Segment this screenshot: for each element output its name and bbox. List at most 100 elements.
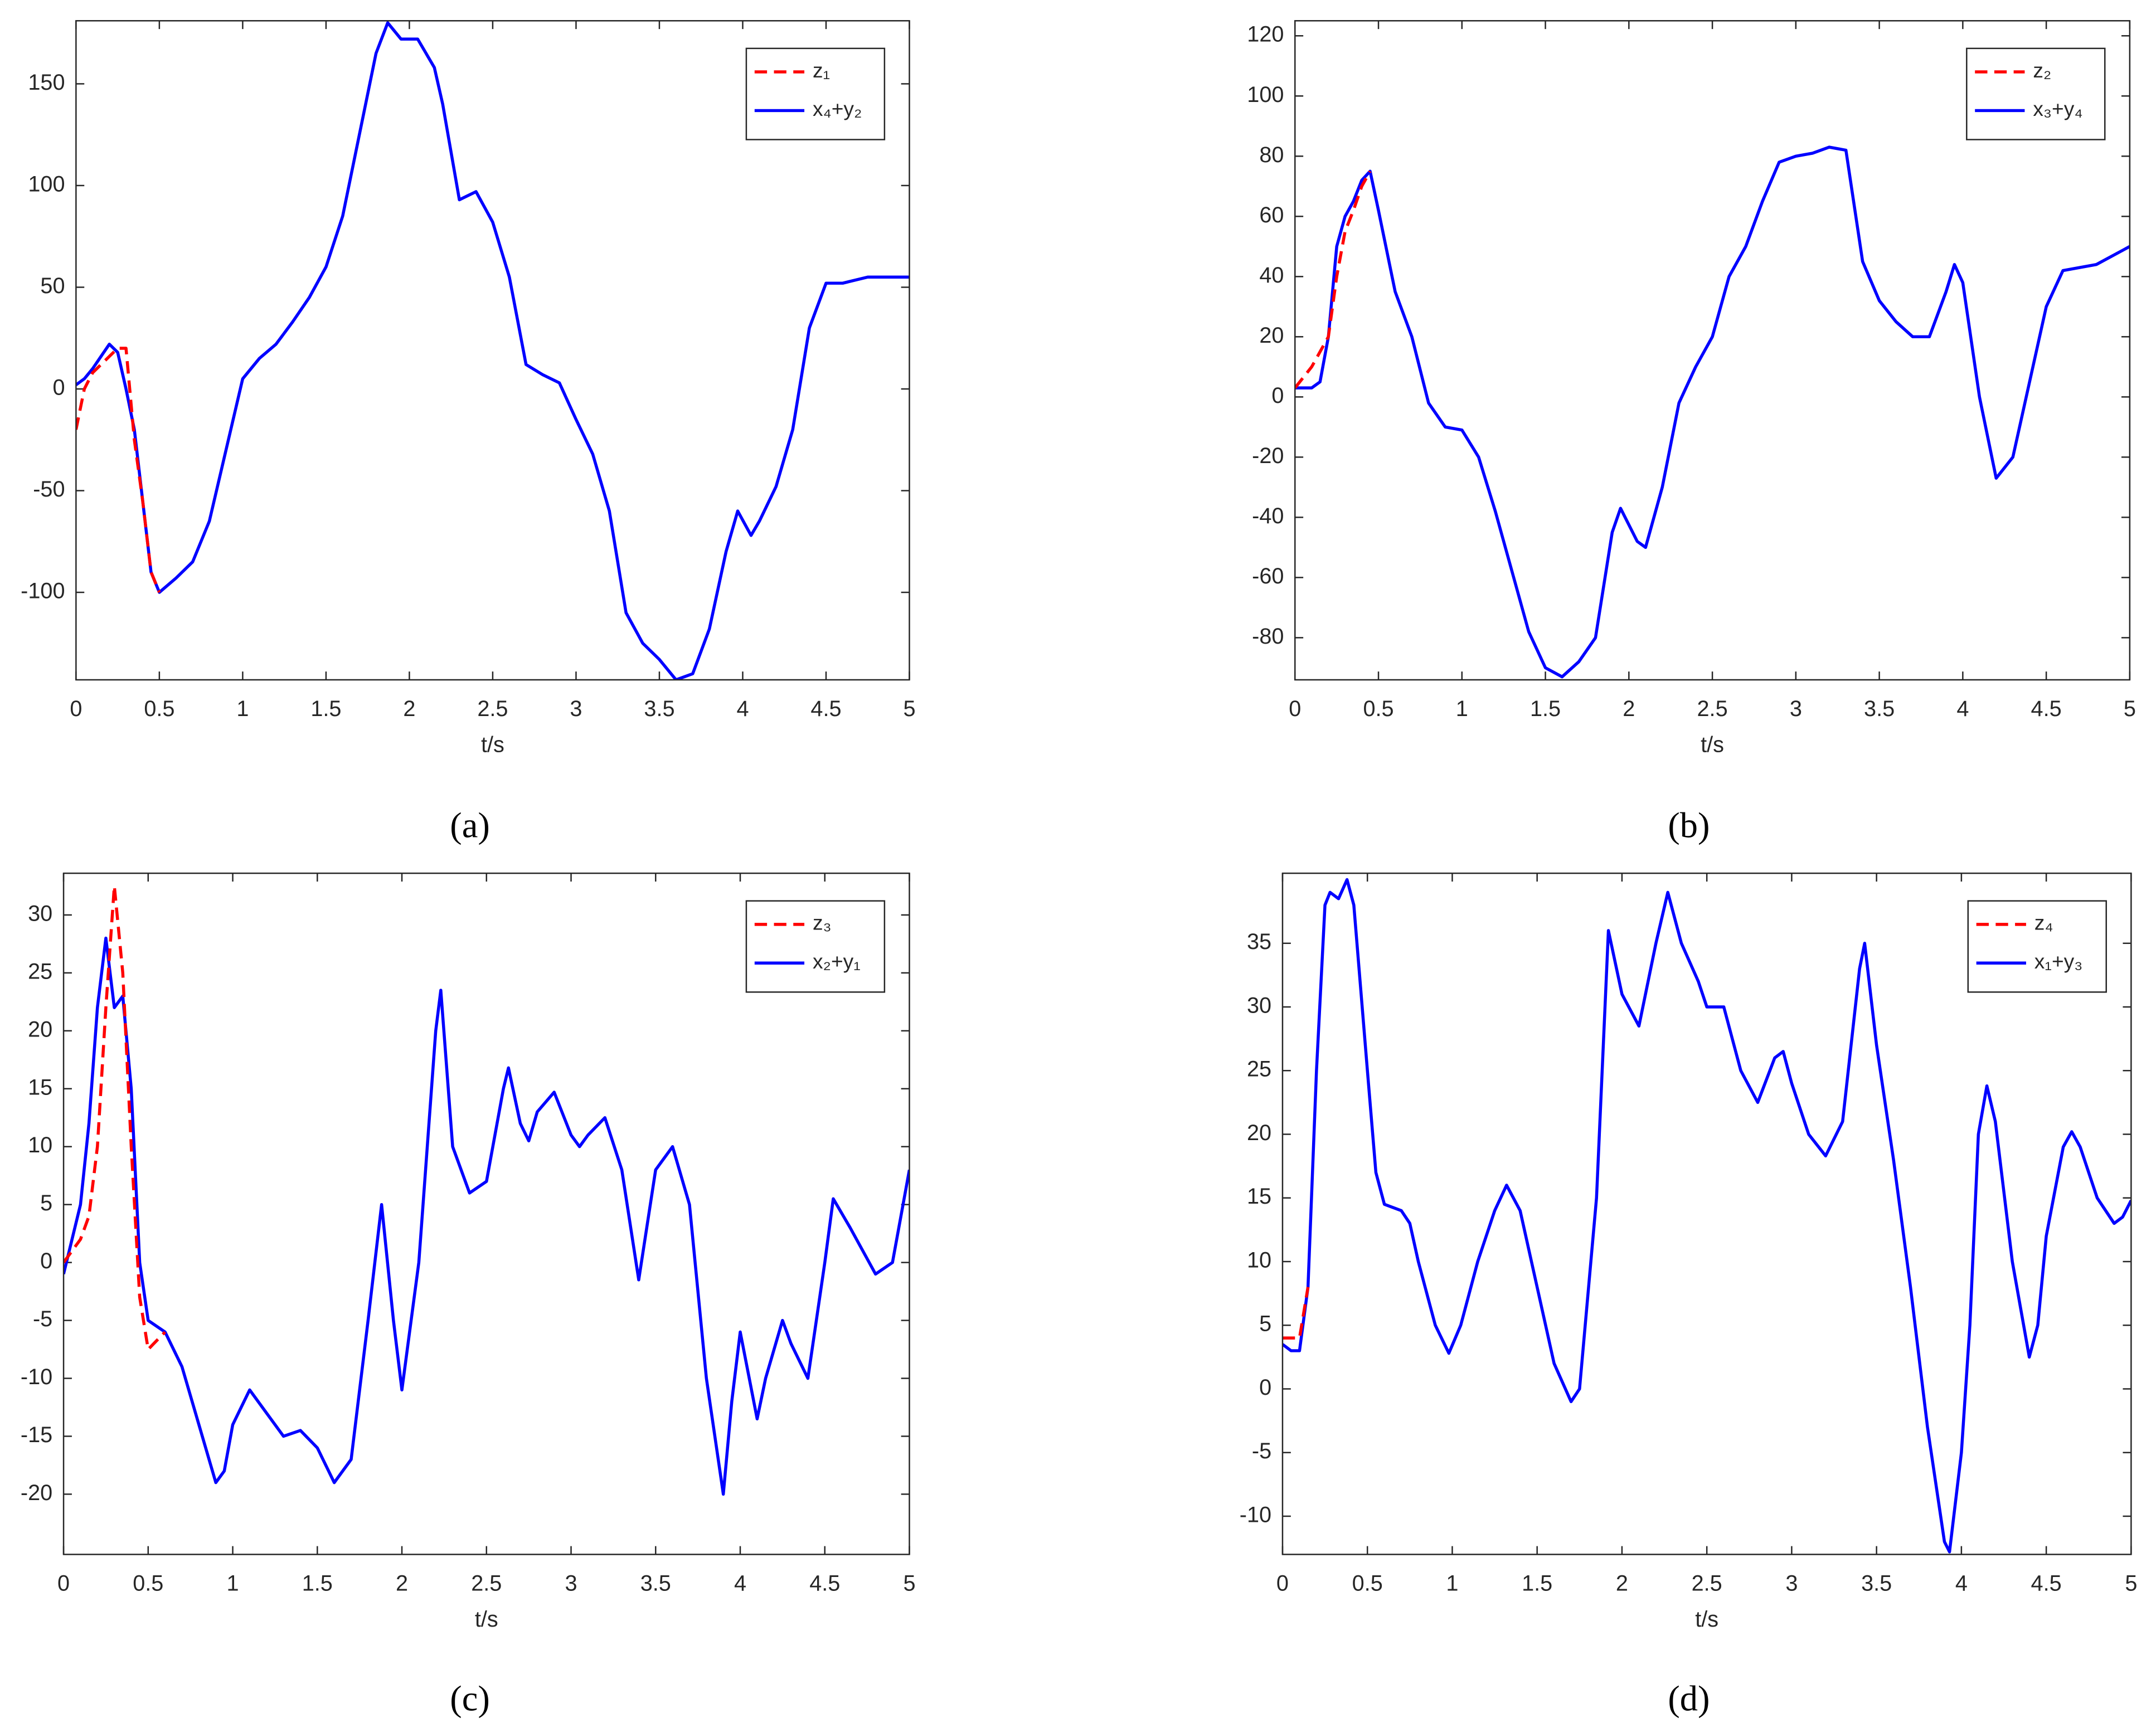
y-tick-label: -60 <box>1252 564 1284 588</box>
axes-box <box>1294 20 2131 681</box>
y-tick-label: 5 <box>40 1191 52 1215</box>
y-tick-label: 80 <box>1259 143 1284 167</box>
x-tick-label: 3 <box>1790 697 1802 721</box>
x-tick-label: 3.5 <box>640 1571 671 1596</box>
y-tick-label: 10 <box>28 1133 52 1157</box>
x-tick-label: 2.5 <box>1697 697 1728 721</box>
caption: (c) <box>450 1679 490 1719</box>
data-line <box>1282 1287 1310 1340</box>
x-tick-label: 5 <box>2124 697 2136 721</box>
y-tick-label: 100 <box>28 172 65 196</box>
x-tick-label: 4.5 <box>2031 697 2062 721</box>
legend-box <box>745 900 886 993</box>
y-tick-label: -20 <box>1252 444 1284 468</box>
legend-label: x₁+y₃ <box>2034 950 2083 973</box>
legend-label: z₄ <box>2034 911 2053 934</box>
x-tick-label: 1 <box>1446 1571 1458 1596</box>
y-tick-label: 0 <box>1259 1375 1271 1400</box>
x-tick-label: 5 <box>2125 1571 2137 1596</box>
panel: 0 0.5 1 1.5 2 2.5 3 3.5 4 4.5 5 -80 -60 -40 -20 0 20 40 60… <box>1247 20 2136 845</box>
x-tick-label: 1.5 <box>302 1571 333 1596</box>
x-axis-label: t/s <box>1695 1607 1718 1632</box>
axes-box <box>1281 872 2132 1555</box>
y-tick-label: 5 <box>1259 1312 1271 1336</box>
y-tick-label: 120 <box>1247 22 1284 47</box>
x-tick-label: 2.5 <box>1692 1571 1722 1596</box>
y-tick-label: -10 <box>1240 1502 1271 1527</box>
y-tick-label: 25 <box>28 959 52 984</box>
x-tick-label: 2.5 <box>471 1571 502 1596</box>
legend-label: z₁ <box>813 59 830 82</box>
x-tick-label: 0.5 <box>1352 1571 1383 1596</box>
legend-label: z₂ <box>2033 59 2051 82</box>
x-tick-label: 3.5 <box>1864 697 1895 721</box>
x-tick-label: 0 <box>70 697 82 721</box>
x-tick-label: 0.5 <box>133 1571 163 1596</box>
x-tick-label: 1.5 <box>310 697 341 721</box>
y-tick-label: 0 <box>52 375 65 400</box>
y-tick-label: 25 <box>1247 1057 1271 1082</box>
x-tick-label: 4 <box>1955 1571 1968 1596</box>
x-tick-label: 4 <box>736 697 749 721</box>
data-line <box>64 884 167 1351</box>
y-tick-label: -80 <box>1252 624 1284 649</box>
y-tick-label: 20 <box>1247 1121 1271 1145</box>
x-tick-label: 3.5 <box>1861 1571 1892 1596</box>
x-tick-label: 3 <box>570 697 582 721</box>
x-tick-label: 4.5 <box>810 697 841 721</box>
x-tick-label: 4 <box>734 1571 746 1596</box>
y-tick-label: -20 <box>21 1481 52 1505</box>
y-tick-label: 0 <box>1271 383 1284 408</box>
x-tick-label: 0.5 <box>144 697 174 721</box>
x-tick-label: 3.5 <box>644 697 674 721</box>
y-tick-label: -10 <box>21 1365 52 1389</box>
x-tick-label: 0.5 <box>1363 697 1393 721</box>
data-line <box>1295 145 2130 679</box>
legend-box <box>1966 47 2106 140</box>
y-tick-label: 150 <box>28 70 65 95</box>
x-axis-label: t/s <box>475 1607 498 1632</box>
legend-box <box>1967 900 2107 993</box>
y-tick-label: -40 <box>1252 504 1284 528</box>
x-axis-label: t/s <box>481 732 504 757</box>
y-tick-label: 30 <box>1247 994 1271 1018</box>
y-tick-label: 35 <box>1247 929 1271 954</box>
axes-box <box>75 20 910 681</box>
y-tick-label: 40 <box>1259 263 1284 288</box>
x-tick-label: 1.5 <box>1530 697 1561 721</box>
y-tick-label: 0 <box>40 1249 52 1273</box>
x-tick-label: 4 <box>1956 697 1969 721</box>
data-line <box>64 936 910 1496</box>
y-tick-label: -15 <box>21 1423 52 1447</box>
x-tick-label: 3 <box>565 1571 577 1596</box>
legend-label: z₃ <box>813 911 832 934</box>
y-tick-label: -50 <box>33 477 65 502</box>
x-tick-label: 3 <box>1785 1571 1798 1596</box>
legend-label: x₂+y₁ <box>813 950 861 973</box>
y-tick-label: 10 <box>1247 1248 1271 1272</box>
x-tick-label: 1 <box>1456 697 1468 721</box>
panel: 0 0.5 1 1.5 2 2.5 3 3.5 4 4.5 5 -100 -50 0 50 100 150 t/s… <box>21 20 916 845</box>
y-tick-label: 15 <box>28 1075 52 1099</box>
caption: (d) <box>1668 1679 1710 1719</box>
y-tick-label: 15 <box>1247 1184 1271 1209</box>
x-tick-label: 4.5 <box>809 1571 840 1596</box>
y-tick-label: 20 <box>28 1017 52 1041</box>
x-tick-label: 0 <box>1289 697 1301 721</box>
panel: 0 0.5 1 1.5 2 2.5 3 3.5 4 4.5 5 -20 -15 -10 -5 0 5 10 15 20… <box>21 872 916 1719</box>
x-tick-label: 5 <box>903 697 915 721</box>
legend-box <box>745 47 886 140</box>
data-line <box>1282 878 2131 1554</box>
x-tick-label: 1.5 <box>1522 1571 1552 1596</box>
x-tick-label: 2 <box>403 697 415 721</box>
x-axis-label: t/s <box>1701 732 1724 757</box>
legend-label: x₃+y₄ <box>2033 97 2082 120</box>
x-tick-label: 2 <box>396 1571 408 1596</box>
y-tick-label: 30 <box>28 901 52 926</box>
x-tick-label: 2 <box>1623 697 1635 721</box>
legend-label: x₄+y₂ <box>813 97 862 120</box>
y-tick-label: 60 <box>1259 203 1284 227</box>
x-tick-label: 0 <box>1276 1571 1289 1596</box>
y-tick-label: 20 <box>1259 323 1284 348</box>
